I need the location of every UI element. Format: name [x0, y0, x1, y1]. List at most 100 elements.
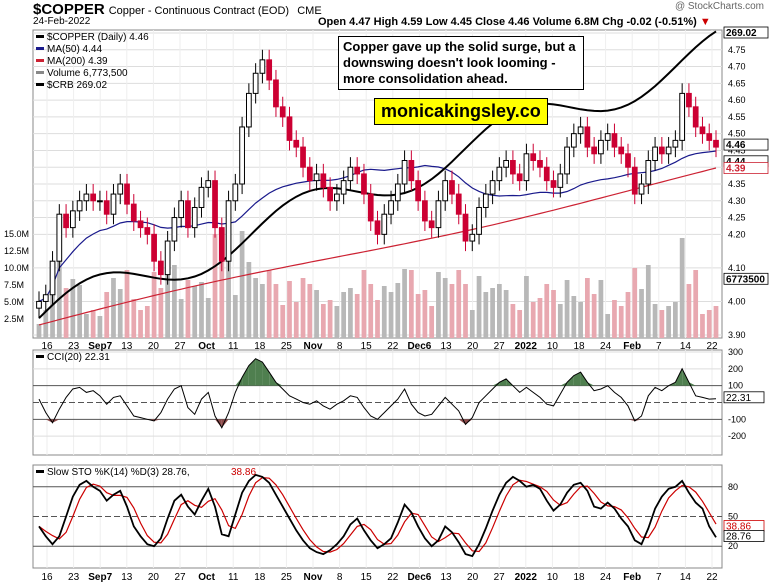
chart-date: 24-Feb-2022	[33, 16, 91, 27]
candle-body	[273, 79, 279, 108]
price-tick-label: 4.35	[728, 179, 746, 189]
candle-body	[388, 200, 394, 215]
cci-overbought-fill	[248, 358, 256, 386]
volume-bar	[280, 305, 286, 338]
volume-bar	[375, 300, 380, 338]
candle-body	[367, 193, 374, 222]
bottom-x-tick-label: 25	[281, 572, 293, 583]
candle-body	[124, 183, 130, 205]
volume-bar	[598, 280, 604, 338]
cci-overbought-fill	[255, 358, 263, 386]
cci-legend-entry: CCI(20) 22.31	[47, 352, 110, 363]
price-x-tick-label: 7	[656, 341, 662, 352]
price-x-tick-label: 22	[387, 341, 399, 352]
candle-body	[692, 106, 699, 128]
candle-body	[510, 160, 516, 175]
bottom-x-tick-label: 2022	[515, 572, 538, 583]
volume-bar	[56, 242, 62, 338]
candle-body	[266, 59, 273, 81]
candle-body	[374, 220, 381, 235]
sto-k-value-box	[723, 530, 765, 542]
volume-bar	[212, 234, 218, 338]
price-x-tick-label: 27	[494, 341, 506, 352]
cci-overbought-fill	[573, 372, 581, 386]
volume-bar	[300, 278, 306, 338]
cci-oversold-fill	[154, 419, 161, 422]
price-tick-label: 4.60	[728, 95, 746, 105]
sto-tick-label: 80	[728, 482, 738, 492]
candle-body	[442, 180, 449, 202]
volume-bar	[144, 306, 150, 338]
ma50-line	[38, 150, 717, 302]
cci-oversold-fill	[465, 419, 473, 425]
price-tick-label: 4.75	[728, 45, 746, 55]
candle-body	[672, 139, 679, 148]
volume-bar	[388, 292, 394, 338]
candle-body	[428, 220, 435, 229]
price-tick-label: 4.25	[728, 213, 746, 223]
price-x-tick-label: 23	[68, 341, 80, 352]
price-x-tick-label: Dec6	[407, 341, 431, 352]
price-x-tick-label: 13	[440, 341, 452, 352]
volume-bar	[199, 282, 204, 338]
price-legend-entry: $COPPER (Daily) 4.46	[47, 32, 149, 43]
candle-body	[157, 260, 164, 276]
price-x-tick-label: Nov	[304, 341, 323, 352]
volume-bar	[625, 292, 631, 338]
candle-body	[523, 153, 530, 182]
price-value-label: 6773500	[726, 274, 765, 285]
sto-d-value-label: 38.86	[726, 522, 751, 533]
price-x-tick-label: 22	[706, 341, 718, 352]
price-x-tick-label: 18	[573, 341, 585, 352]
candle-body	[218, 227, 225, 262]
volume-bar	[544, 284, 550, 338]
candle-body	[347, 166, 354, 182]
candle-body	[286, 116, 293, 141]
volume-bar	[327, 300, 333, 338]
brand-label: monicakingsley.co	[374, 98, 548, 125]
candle-body	[313, 173, 320, 182]
bottom-x-tick-label: 15	[361, 572, 373, 583]
candle-body	[381, 213, 388, 235]
volume-bar	[605, 314, 611, 338]
candle-body	[97, 200, 103, 203]
volume-bar	[537, 298, 543, 338]
crb-line	[38, 30, 717, 319]
candle-body	[489, 180, 496, 195]
volume-tick-label: 2.5M	[4, 314, 24, 324]
bottom-x-tick-label: Feb	[623, 572, 641, 583]
candle-body	[570, 133, 577, 148]
volume-bar	[178, 299, 184, 338]
price-x-tick-label: 10	[547, 341, 559, 352]
volume-bar	[381, 286, 387, 338]
price-tick-label: 4.55	[728, 112, 746, 122]
sto-tick-label: 50	[728, 512, 738, 522]
volume-bar	[490, 288, 495, 338]
volume-bar	[652, 304, 658, 338]
candle-body	[394, 183, 401, 202]
volume-bar	[111, 278, 116, 338]
bottom-x-tick-label: 16	[41, 572, 53, 583]
candle-body	[713, 139, 719, 148]
volume-bar	[517, 310, 523, 338]
volume-bar	[469, 310, 475, 338]
volume-bar	[320, 304, 326, 338]
volume-bar	[449, 284, 455, 338]
candle-body	[679, 92, 686, 141]
volume-bar	[334, 306, 340, 338]
candle-body	[469, 233, 476, 242]
price-x-tick-label: 20	[467, 341, 479, 352]
candle-body	[665, 146, 672, 155]
price-legend-entry: $CRB 269.02	[47, 80, 107, 91]
volume-bar	[287, 281, 292, 338]
volume-bar	[348, 288, 353, 338]
exchange-label: CME	[297, 5, 322, 17]
price-x-tick-label: 2022	[515, 341, 538, 352]
price-x-tick-label: 27	[174, 341, 186, 352]
price-x-tick-label: Oct	[198, 341, 215, 352]
candle-body	[557, 173, 564, 188]
candle-body	[625, 153, 631, 168]
volume-bar	[226, 234, 231, 338]
cci-tick-label: 200	[728, 364, 743, 374]
price-x-tick-label: 11	[228, 341, 239, 352]
